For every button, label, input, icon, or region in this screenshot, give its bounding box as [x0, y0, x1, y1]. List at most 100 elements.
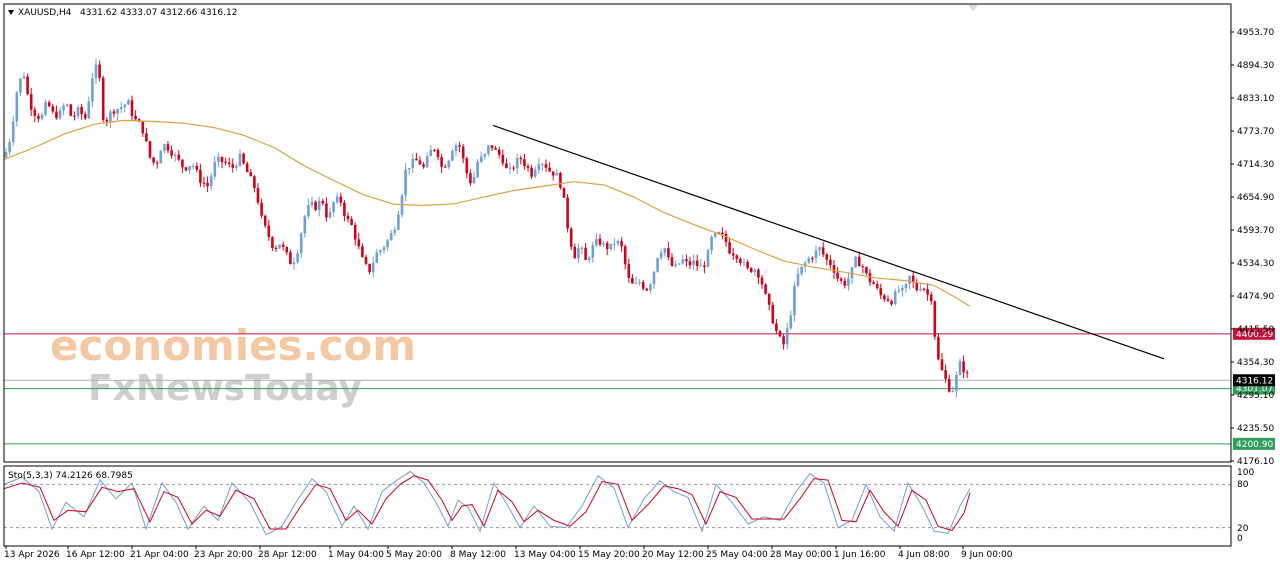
candle-bull[interactable]	[681, 259, 685, 264]
candle-bear[interactable]	[321, 200, 325, 204]
candle-bear[interactable]	[749, 267, 753, 272]
candle-bull[interactable]	[451, 151, 454, 161]
candle-bear[interactable]	[199, 169, 202, 183]
candle-bull[interactable]	[40, 114, 44, 119]
candle-bull[interactable]	[303, 216, 307, 234]
stochastic-panel[interactable]: Sto(5,3,3) 74.2126 68.7985	[3, 470, 1231, 536]
candle-bull[interactable]	[479, 156, 483, 162]
candle-bull[interactable]	[191, 165, 195, 167]
candle-bull[interactable]	[753, 269, 757, 272]
candle-bear[interactable]	[645, 288, 649, 291]
candle-bear[interactable]	[937, 336, 940, 360]
candle-bear[interactable]	[415, 158, 418, 161]
candle-bear[interactable]	[573, 246, 577, 259]
candle-bear[interactable]	[353, 224, 357, 240]
candle-bear[interactable]	[101, 77, 105, 120]
main-price-panel[interactable]	[3, 58, 1231, 445]
collapse-arrow-icon[interactable]	[968, 5, 978, 11]
candle-bull[interactable]	[634, 283, 638, 285]
candle-bull[interactable]	[591, 245, 595, 258]
candle-bull[interactable]	[328, 212, 332, 218]
candle-bear[interactable]	[314, 201, 317, 211]
candle-bear[interactable]	[436, 149, 440, 158]
candle-bear[interactable]	[490, 145, 494, 149]
candle-bear[interactable]	[724, 234, 728, 243]
candle-bull[interactable]	[659, 252, 663, 259]
candle-bull[interactable]	[587, 257, 591, 260]
candle-bear[interactable]	[461, 146, 465, 159]
candle-bull[interactable]	[397, 214, 400, 230]
candle-bull[interactable]	[919, 288, 922, 291]
candle-bear[interactable]	[346, 215, 350, 219]
candle-bear[interactable]	[242, 153, 245, 164]
candle-bull[interactable]	[188, 166, 191, 171]
candle-bull[interactable]	[901, 288, 904, 291]
candle-bear[interactable]	[926, 289, 929, 295]
candle-bull[interactable]	[454, 145, 458, 152]
candle-bear[interactable]	[256, 188, 260, 203]
candle-bear[interactable]	[569, 228, 573, 247]
candle-bear[interactable]	[271, 237, 274, 248]
candle-bull[interactable]	[577, 248, 580, 259]
candle-bull[interactable]	[613, 243, 616, 245]
candle-bull[interactable]	[163, 144, 166, 151]
candle-bull[interactable]	[217, 156, 220, 162]
candle-bear[interactable]	[620, 240, 623, 247]
candle-bull[interactable]	[785, 328, 789, 345]
candle-bear[interactable]	[965, 372, 969, 374]
candle-bear[interactable]	[947, 378, 951, 392]
candle-bear[interactable]	[868, 273, 872, 283]
candle-bear[interactable]	[670, 257, 674, 266]
candle-bear[interactable]	[181, 159, 184, 168]
candle-bear[interactable]	[206, 182, 209, 187]
candle-bear[interactable]	[760, 277, 764, 285]
candle-bear[interactable]	[526, 166, 530, 168]
dropdown-triangle-icon[interactable]	[8, 10, 14, 15]
candle-bull[interactable]	[854, 256, 857, 268]
candle-bear[interactable]	[548, 167, 551, 172]
candle-bear[interactable]	[361, 246, 364, 258]
candle-bear[interactable]	[350, 218, 353, 225]
candle-bear[interactable]	[285, 246, 289, 253]
candle-bear[interactable]	[861, 266, 865, 268]
candle-bear[interactable]	[202, 182, 206, 184]
candle-bear[interactable]	[274, 247, 278, 249]
candle-bull[interactable]	[375, 252, 379, 263]
candle-bear[interactable]	[494, 148, 497, 150]
candle-bull[interactable]	[386, 240, 389, 248]
candle-bear[interactable]	[155, 162, 159, 164]
candle-bull[interactable]	[11, 121, 15, 142]
candle-bear[interactable]	[688, 261, 692, 266]
candle-bear[interactable]	[141, 121, 145, 134]
candle-bear[interactable]	[73, 115, 76, 117]
candle-bear[interactable]	[134, 115, 137, 120]
candle-bear[interactable]	[231, 164, 235, 168]
candle-bear[interactable]	[469, 173, 472, 184]
candle-bull[interactable]	[127, 100, 130, 105]
candle-bull[interactable]	[652, 271, 656, 285]
candle-bull[interactable]	[310, 201, 314, 205]
candle-bull[interactable]	[616, 240, 620, 244]
candle-bear[interactable]	[523, 159, 526, 167]
candle-bear[interactable]	[227, 162, 231, 165]
candle-bear[interactable]	[821, 247, 825, 255]
candle-bear[interactable]	[501, 154, 505, 164]
candle-bull[interactable]	[803, 262, 807, 267]
candle-bear[interactable]	[865, 267, 868, 274]
candle-bull[interactable]	[159, 150, 163, 164]
candle-bull[interactable]	[533, 169, 537, 177]
candle-bull[interactable]	[22, 76, 26, 79]
candle-bear[interactable]	[29, 94, 33, 110]
candle-bear[interactable]	[170, 150, 173, 156]
candle-bull[interactable]	[299, 233, 303, 254]
candle-bear[interactable]	[886, 299, 890, 301]
candle-bear[interactable]	[771, 304, 775, 324]
stoch-signal-line[interactable]	[3, 475, 971, 532]
candle-bear[interactable]	[933, 301, 937, 337]
candle-bull[interactable]	[897, 290, 901, 292]
candle-bull[interactable]	[119, 107, 123, 110]
candle-bull[interactable]	[699, 265, 703, 267]
candle-bear[interactable]	[872, 282, 875, 285]
candle-bull[interactable]	[515, 158, 519, 169]
